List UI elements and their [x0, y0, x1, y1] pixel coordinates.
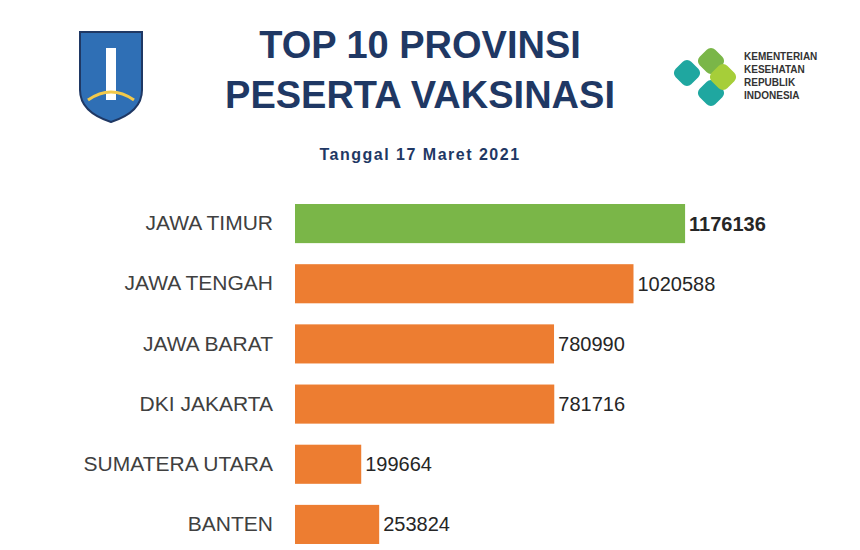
logo-text: INDONESIA — [744, 90, 800, 101]
category-label: JAWA TIMUR — [145, 211, 273, 234]
ministry-logo: KEMENTERIAN KESEHATAN REPUBLIK INDONESIA — [671, 45, 817, 108]
emblem-arc — [88, 92, 134, 100]
category-label: JAWA TENGAH — [124, 271, 273, 294]
logo-shape — [707, 61, 738, 92]
subtitle: Tanggal 17 Maret 2021 — [319, 146, 520, 163]
bar — [295, 445, 361, 484]
bar — [295, 264, 633, 303]
tick: JAWA TENGAH — [124, 271, 273, 294]
data-label: 199664 — [365, 453, 432, 475]
category-axis: JAWA TIMUR JAWA TENGAH JAWA BARAT DKI JAKAR… — [84, 211, 274, 535]
emblem — [80, 32, 142, 122]
bars — [295, 204, 685, 544]
emblem-shield — [80, 32, 142, 122]
chart: KEMENTERIAN KESEHATAN REPUBLIK INDONESIA TOP… — [0, 0, 860, 550]
tick: DKI JAKARTA — [140, 392, 273, 415]
bar — [295, 505, 379, 544]
category-label: JAWA BARAT — [143, 332, 273, 355]
logo-text: KEMENTERIAN — [744, 51, 817, 62]
tick: BANTEN — [188, 512, 273, 535]
category-label: BANTEN — [188, 512, 273, 535]
tick: SUMATERA UTARA — [84, 452, 273, 475]
category-label: SUMATERA UTARA — [84, 452, 273, 475]
data-label: 781716 — [558, 393, 625, 415]
logo-text: REPUBLIK — [744, 77, 796, 88]
tick: JAWA BARAT — [143, 332, 273, 355]
data-label: 1020588 — [637, 273, 715, 295]
data-labels: 1176136 1020588 780990 781716 199664 253824 — [365, 213, 766, 536]
title: TOP 10 PROVINSI — [259, 24, 581, 66]
logo-shape — [671, 57, 702, 88]
data-label: 253824 — [383, 513, 450, 535]
bar — [295, 385, 554, 424]
bar — [295, 204, 685, 243]
data-label: 1176136 — [689, 213, 766, 235]
title: PESERTA VAKSINASI — [225, 74, 615, 116]
data-label: 780990 — [558, 333, 625, 355]
logo-text: KESEHATAN — [744, 64, 805, 75]
bar — [295, 324, 554, 363]
category-label: DKI JAKARTA — [140, 392, 273, 415]
tick: JAWA TIMUR — [145, 211, 273, 234]
